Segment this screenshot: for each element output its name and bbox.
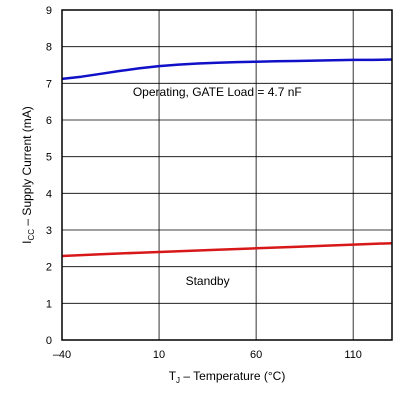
x-axis-title-sub: J (176, 376, 180, 385)
x-axis-title-rest: – Temperature (°C) (180, 369, 285, 383)
y-tick-label: 2 (46, 262, 52, 274)
tick-labels: 0 1 2 3 4 5 6 7 8 9 –40 10 60 110 (46, 5, 362, 361)
annotation-operating: Operating, GATE Load = 4.7 nF (133, 85, 302, 99)
y-axis-title-rest: – Supply Current (mA) (20, 106, 34, 229)
x-axis-title: TJ – Temperature (°C) (169, 369, 286, 385)
y-axis-title: ICC – Supply Current (mA) (20, 106, 36, 244)
x-tick-label: –40 (53, 349, 71, 361)
annotation-standby: Standby (186, 274, 230, 288)
x-tick-label: 110 (344, 349, 362, 361)
series-layer (61, 58, 393, 258)
y-tick-label: 8 (46, 42, 52, 54)
y-tick-label: 0 (46, 335, 52, 347)
y-tick-label: 5 (46, 152, 52, 164)
x-axis-title-main: T (169, 369, 177, 383)
y-axis-title-main: I (20, 240, 34, 243)
y-tick-label: 3 (46, 225, 52, 237)
x-tick-label: 10 (153, 349, 165, 361)
annotations: Operating, GATE Load = 4.7 nF Standby (133, 85, 302, 288)
x-tick-label: 60 (250, 349, 262, 361)
series-line-operating (61, 58, 393, 81)
y-tick-label: 7 (46, 78, 52, 90)
y-tick-label: 1 (46, 298, 52, 310)
y-tick-label: 4 (46, 188, 52, 200)
y-axis-title-sub: CC (27, 229, 36, 241)
y-tick-label: 9 (46, 5, 52, 17)
series-line-standby (61, 241, 393, 258)
y-tick-label: 6 (46, 115, 52, 127)
plot-frame (61, 9, 393, 341)
